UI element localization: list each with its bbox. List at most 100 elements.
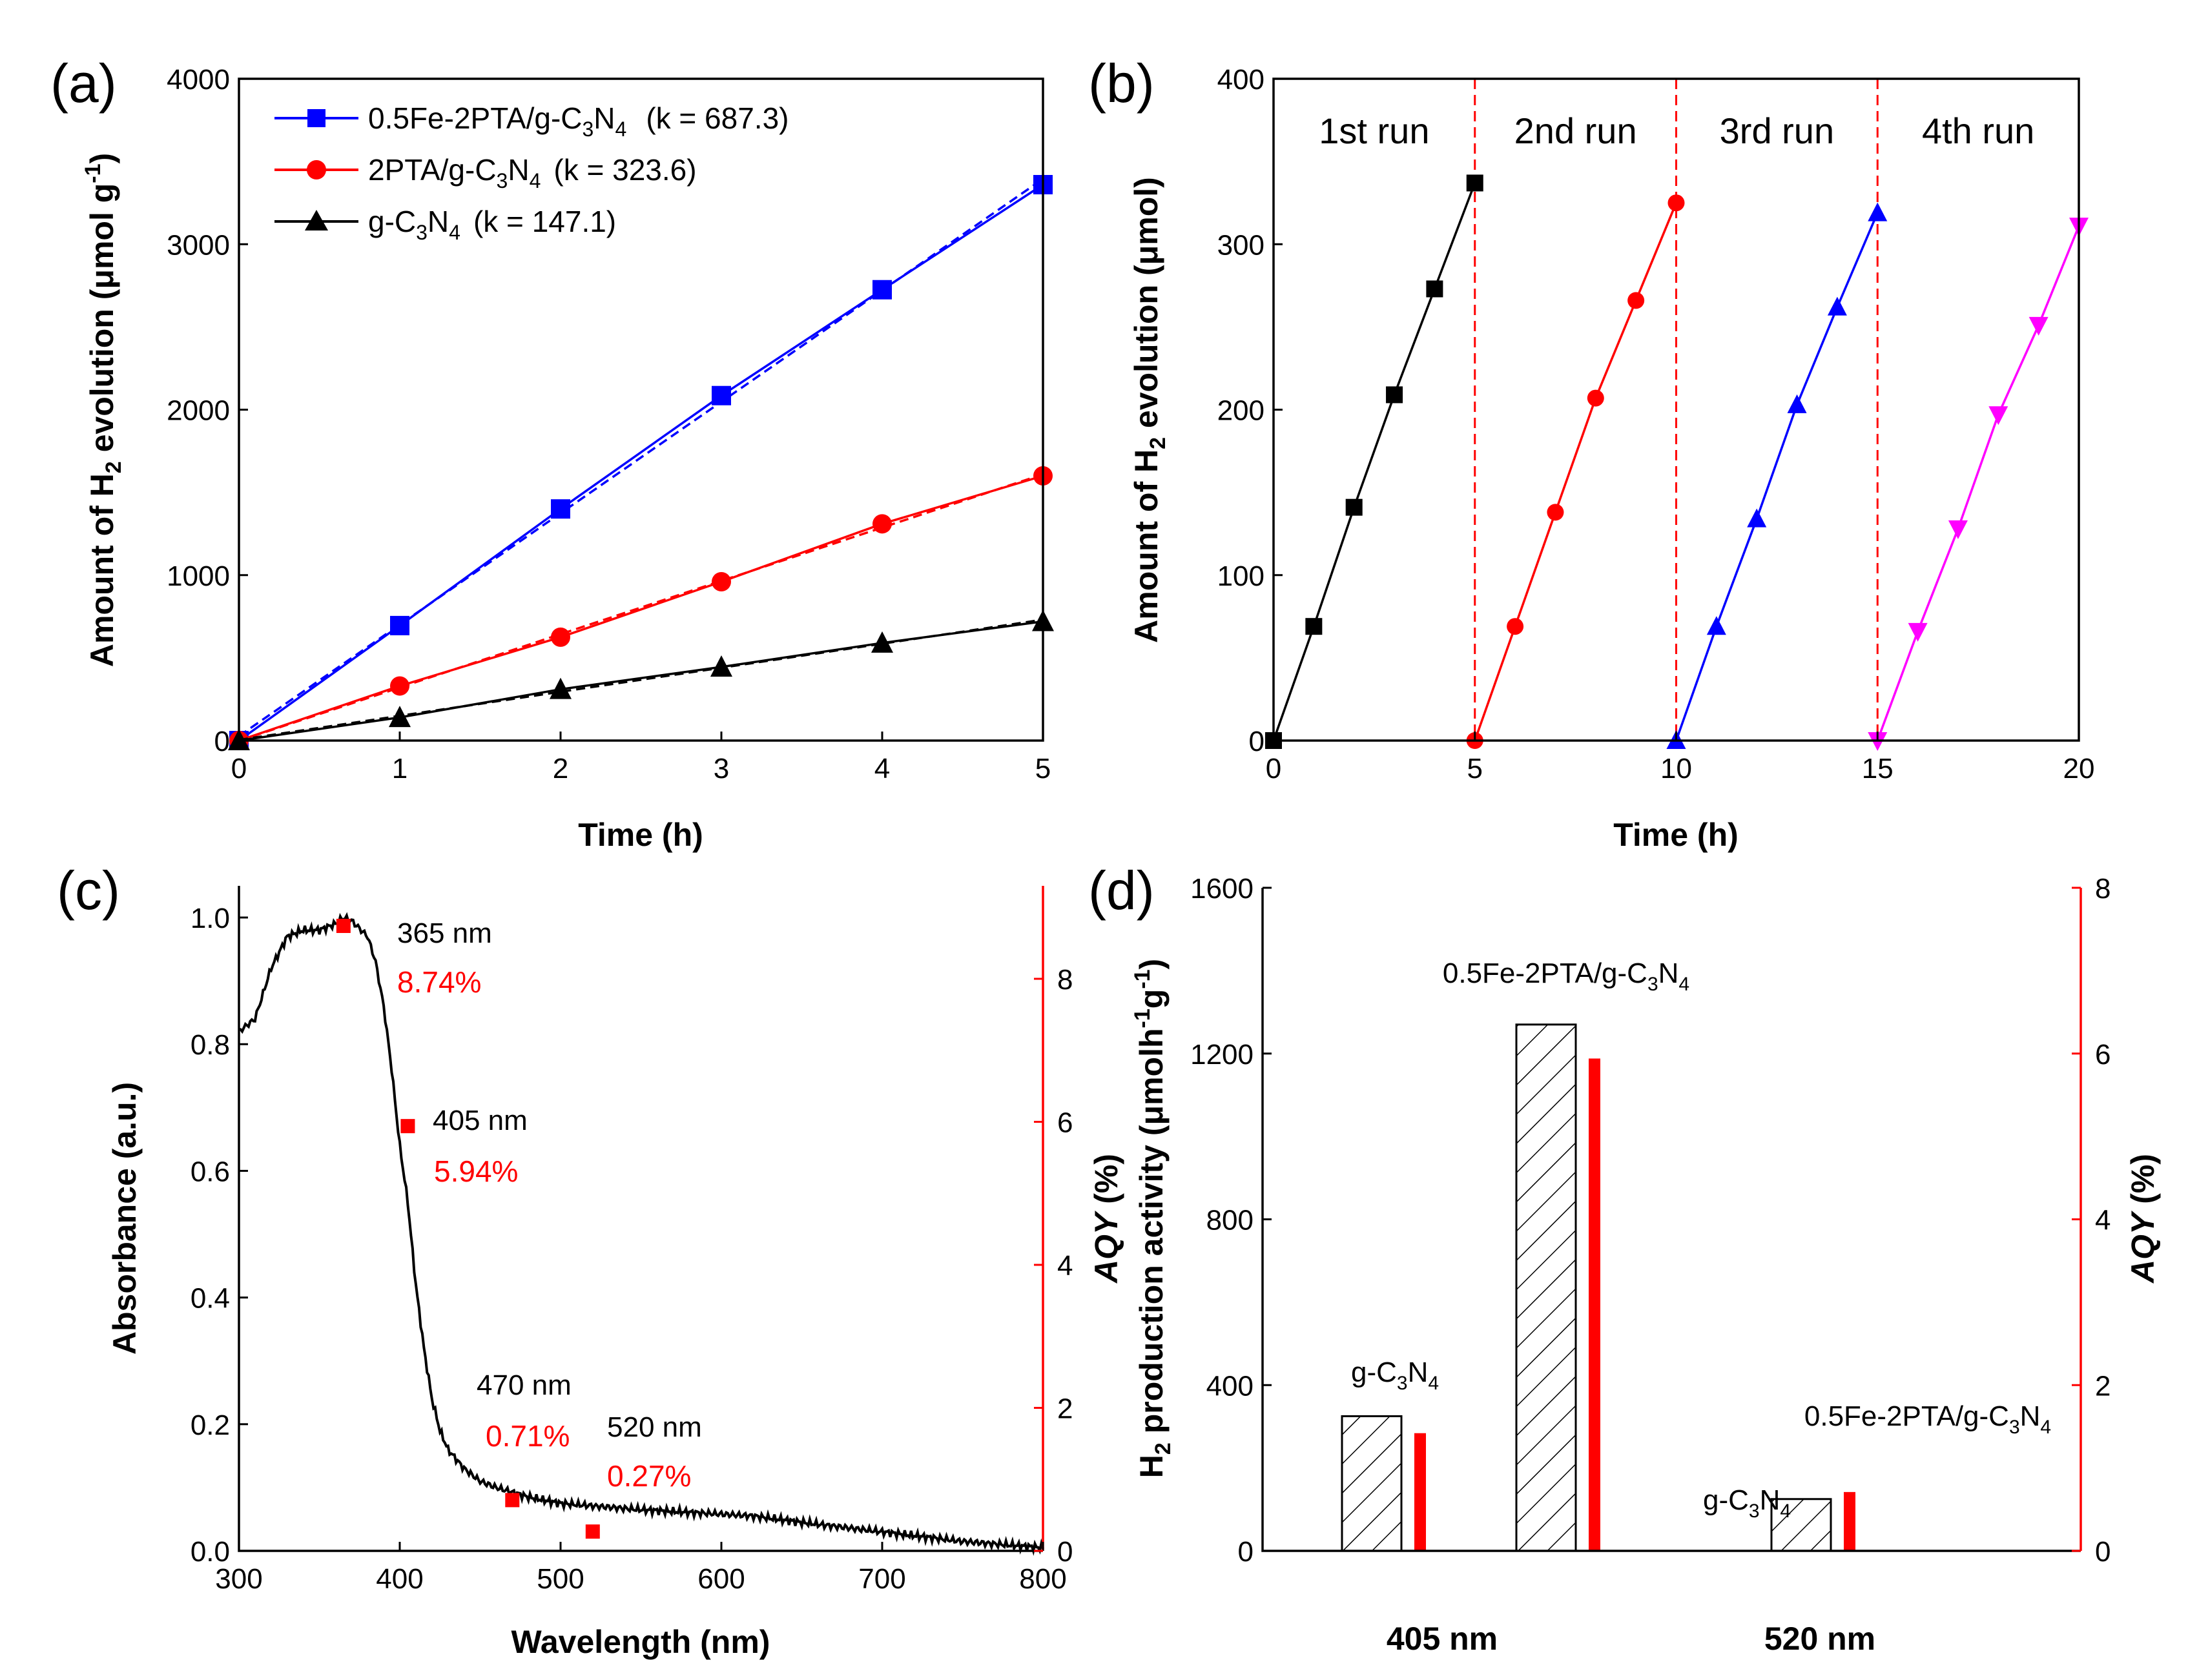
- panel-c-x-label: Wavelength (nm): [511, 1624, 770, 1660]
- panel-a: (a) 0 1 2 3 4 5 0 1000 2000 3000 4000 Time (h) Am…: [50, 53, 1054, 853]
- panel-a-label: (a): [50, 53, 117, 114]
- data-point: [551, 627, 570, 647]
- panel-c-annotations: 365 nm 8.74% 405 nm 5.94% 470 nm 0.71% 520 nm 0…: [397, 917, 702, 1493]
- y-tick-label: 400: [1206, 1370, 1254, 1402]
- x-tick-label: 20: [2063, 753, 2095, 784]
- panel-d-bar-labels: g-C3N4 0.5Fe-2PTA/g-C3N4 g-C3N4 0.5Fe-2P…: [1351, 958, 2051, 1522]
- panel-a-legend: 0.5Fe-2PTA/g-C3N4 (k = 687.3) 2PTA/g-C3N4…: [274, 101, 789, 244]
- series-line: [1876, 225, 2080, 741]
- x-tick-label: 15: [1862, 753, 1894, 784]
- x-tick-label: 700: [858, 1563, 905, 1595]
- legend-marker-square: [307, 109, 325, 127]
- panel-a-x-label: Time (h): [578, 817, 703, 853]
- data-point: [390, 615, 409, 635]
- x-tick-label: 0: [1266, 753, 1281, 784]
- data-point: [1305, 618, 1323, 635]
- series-line: [238, 183, 1044, 742]
- y-tick-label: 800: [1206, 1205, 1254, 1236]
- bar-label-fe-520: 0.5Fe-2PTA/g-C3N4: [1804, 1400, 2051, 1438]
- panel-d-y2-label: AQY (%): [2125, 1154, 2161, 1284]
- panel-b: (b) 0 5 10 15 20 0 100 200 300 400 Time (h) Amou…: [1088, 53, 2094, 853]
- series-line: [1272, 182, 1476, 741]
- y2-tick-label: 4: [1057, 1250, 1073, 1282]
- legend-item-pta: 2PTA/g-C3N4 (k = 323.6): [274, 153, 697, 192]
- x-tick-label: 400: [376, 1563, 423, 1595]
- panel-c-y-label: Absorbance (a.u.): [107, 1082, 143, 1355]
- run-label: 3rd run: [1720, 110, 1834, 151]
- absorbance-curve: [238, 912, 1044, 1556]
- x-tick-label: 5: [1467, 753, 1483, 784]
- data-point: [1988, 406, 2008, 425]
- data-point: [1706, 616, 1726, 635]
- wavelength-label: 470 nm: [477, 1369, 572, 1401]
- data-point: [1667, 194, 1685, 212]
- y-tick-label: 200: [1217, 395, 1264, 427]
- x-tick-label: 300: [215, 1563, 262, 1595]
- run-label: 1st run: [1319, 110, 1429, 151]
- activity-bar: [1341, 1415, 1403, 1552]
- y-tick-label: 1600: [1190, 873, 1254, 905]
- data-point: [1787, 394, 1807, 413]
- panel-b-run-labels: 1st run 2nd run 3rd run 4th run: [1319, 110, 2034, 151]
- data-point: [2028, 316, 2049, 336]
- y2-tick-label: 4: [2095, 1205, 2111, 1236]
- data-point: [1466, 174, 1483, 192]
- x-tick-label: 600: [697, 1563, 745, 1595]
- y-tick-label: 1200: [1190, 1039, 1254, 1070]
- data-point: [1747, 508, 1767, 528]
- data-point: [712, 572, 731, 591]
- panel-a-y-label: Amount of H2 evolution (μmol g-1): [81, 153, 126, 667]
- y2-tick-label: 0: [1057, 1536, 1073, 1568]
- legend-label: 2PTA/g-C3N4 (k = 323.6): [368, 153, 697, 192]
- y2-tick-label: 6: [1057, 1107, 1073, 1138]
- y-tick-label: 2000: [167, 395, 230, 427]
- panel-b-y-ticks: 0 100 200 300 400: [1217, 64, 1283, 757]
- y-tick-label: 0.0: [191, 1536, 230, 1568]
- series-line: [238, 475, 1044, 742]
- y-tick-label: 0.8: [191, 1029, 230, 1061]
- y-tick-label: 100: [1217, 560, 1264, 592]
- panel-b-plot-area: [1265, 79, 2089, 751]
- data-point: [550, 677, 572, 699]
- category-label: 405 nm: [1387, 1621, 1498, 1657]
- legend-marker-circle: [307, 160, 326, 179]
- panel-d-y-label: H2 production activity (μmolh-1g-1): [1130, 959, 1175, 1478]
- y2-tick-label: 8: [1057, 964, 1073, 996]
- panel-c-axes: [238, 886, 1043, 1552]
- y-tick-label: 1.0: [191, 903, 230, 934]
- bar-label-fe-405: 0.5Fe-2PTA/g-C3N4: [1443, 958, 1689, 995]
- legend-label: g-C3N4 (k = 147.1): [368, 205, 616, 244]
- data-point: [1868, 202, 1888, 221]
- run-label: 2nd run: [1514, 110, 1637, 151]
- aqy-bar: [1844, 1491, 1855, 1551]
- y-tick-label: 400: [1217, 64, 1264, 96]
- y-tick-label: 0: [1249, 726, 1264, 757]
- panel-c-y-ticks: 0.0 0.2 0.4 0.6 0.8 1.0: [191, 903, 248, 1568]
- panel-b-x-label: Time (h): [1613, 817, 1739, 853]
- legend-label: 0.5Fe-2PTA/g-C3N4 (k = 687.3): [368, 101, 789, 141]
- x-tick-label: 3: [714, 753, 729, 784]
- panel-b-x-ticks: 0 5 10 15 20: [1266, 732, 2095, 784]
- data-point: [712, 385, 731, 405]
- panel-b-y-label: Amount of H2 evolution (μmol): [1128, 177, 1170, 643]
- panel-d-categories: 405 nm 520 nm: [1387, 1621, 1875, 1657]
- data-point: [1948, 520, 1968, 539]
- data-point: [1386, 386, 1403, 404]
- aqy-bar: [1589, 1058, 1600, 1551]
- x-tick-label: 800: [1019, 1563, 1066, 1595]
- data-point: [1908, 622, 1928, 642]
- aqy-value-label: 5.94%: [434, 1154, 518, 1188]
- series-fit-line: [238, 619, 1044, 741]
- panel-c: (c) 300 400 500 600 700 800 0.0 0.2 0.4 0.6 0.8 1.…: [57, 860, 1124, 1660]
- category-label: 520 nm: [1764, 1621, 1875, 1657]
- y2-tick-label: 2: [2095, 1370, 2111, 1402]
- y-tick-label: 0.2: [191, 1409, 230, 1441]
- bar-label-gcn-520: g-C3N4: [1703, 1484, 1791, 1522]
- y2-tick-label: 8: [2095, 873, 2111, 905]
- aqy-bar: [1414, 1433, 1426, 1551]
- y-tick-label: 0: [214, 726, 230, 757]
- x-tick-label: 10: [1660, 753, 1692, 784]
- panel-c-x-ticks: 300 400 500 600 700 800: [215, 1542, 1067, 1595]
- data-point: [871, 631, 893, 653]
- y-tick-label: 0.6: [191, 1156, 230, 1187]
